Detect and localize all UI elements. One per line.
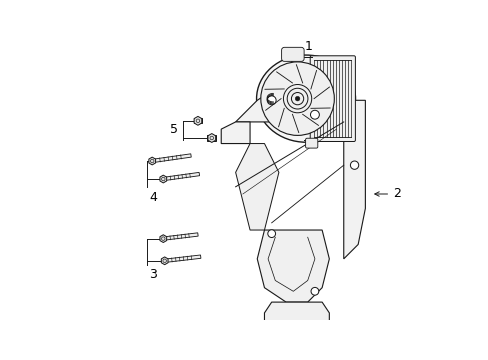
Polygon shape	[160, 175, 166, 183]
Circle shape	[350, 161, 358, 169]
Circle shape	[295, 96, 299, 101]
FancyBboxPatch shape	[207, 135, 216, 141]
Polygon shape	[164, 255, 201, 262]
Polygon shape	[207, 134, 215, 143]
Polygon shape	[160, 235, 166, 243]
Circle shape	[267, 96, 276, 105]
Text: 4: 4	[149, 191, 157, 204]
Circle shape	[310, 110, 319, 119]
Circle shape	[267, 230, 275, 238]
FancyBboxPatch shape	[193, 118, 202, 123]
Polygon shape	[343, 100, 365, 259]
Circle shape	[310, 287, 318, 295]
Polygon shape	[163, 172, 199, 181]
FancyBboxPatch shape	[309, 56, 355, 141]
Polygon shape	[148, 157, 155, 165]
Polygon shape	[235, 144, 278, 230]
Polygon shape	[161, 257, 168, 265]
Text: 1: 1	[304, 40, 312, 53]
Text: 3: 3	[149, 268, 157, 281]
Text: 2: 2	[392, 188, 400, 201]
FancyBboxPatch shape	[281, 47, 304, 61]
Polygon shape	[264, 302, 328, 324]
Polygon shape	[235, 86, 343, 122]
Ellipse shape	[256, 55, 355, 142]
Polygon shape	[163, 233, 198, 240]
Polygon shape	[221, 122, 249, 144]
Polygon shape	[194, 116, 202, 125]
Polygon shape	[257, 230, 328, 302]
FancyBboxPatch shape	[305, 138, 317, 148]
Polygon shape	[152, 154, 191, 163]
Text: 5: 5	[169, 123, 177, 136]
Circle shape	[260, 62, 334, 135]
